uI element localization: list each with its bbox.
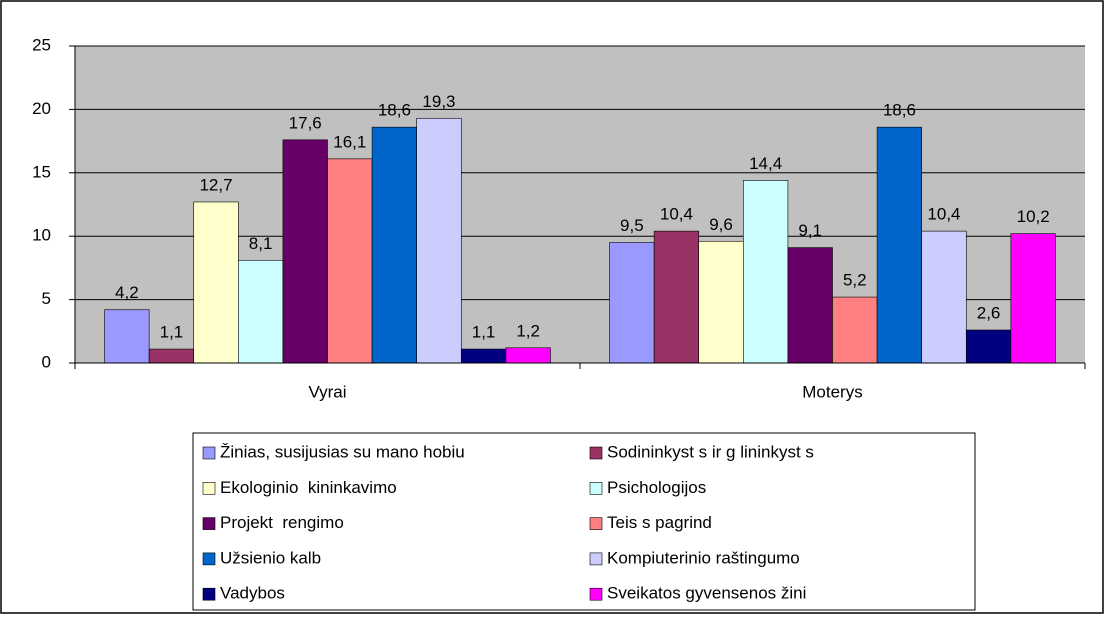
x-tick-label: Moterys xyxy=(802,382,862,401)
y-tick-label: 15 xyxy=(32,162,51,181)
value-label: 10,4 xyxy=(660,205,693,224)
bar xyxy=(148,348,195,364)
legend-swatch xyxy=(202,587,216,601)
bar xyxy=(238,259,284,364)
value-label: 14,4 xyxy=(749,154,782,173)
legend-swatch xyxy=(202,446,216,460)
value-label: 9,6 xyxy=(709,215,733,234)
legend-label: Ekologinio kininkavimo xyxy=(220,478,397,497)
bar xyxy=(653,230,700,364)
value-label: 18,6 xyxy=(378,101,411,120)
legend-label: Vadybos xyxy=(220,584,285,603)
legend-swatch xyxy=(202,552,216,566)
bar xyxy=(609,242,655,364)
legend-swatch xyxy=(202,517,216,530)
bar xyxy=(787,247,833,364)
bar xyxy=(193,201,239,364)
x-tick-label: Vyrai xyxy=(308,382,346,401)
y-tick-label: 20 xyxy=(32,99,51,118)
bar xyxy=(505,347,551,364)
bar xyxy=(698,240,744,364)
value-label: 17,6 xyxy=(289,113,322,132)
bar xyxy=(965,329,1012,364)
value-label: 1,2 xyxy=(516,321,540,340)
value-label: 9,5 xyxy=(620,216,644,235)
bar xyxy=(832,296,878,364)
y-tick-label: 10 xyxy=(32,226,51,245)
legend-label: Užsienio kalb xyxy=(220,548,321,567)
legend-label: Teis s pagrind xyxy=(607,513,712,532)
bar xyxy=(743,180,789,364)
value-label: 9,1 xyxy=(798,221,822,240)
legend-label: Žinias, susijusias su mano hobiu xyxy=(220,442,465,461)
value-label: 10,2 xyxy=(1017,207,1050,226)
bar xyxy=(327,158,373,364)
bar xyxy=(371,126,417,364)
value-label: 1,1 xyxy=(160,323,184,342)
legend-label: Psichologijos xyxy=(607,478,706,497)
value-label: 5,2 xyxy=(843,271,867,290)
legend-label: Kompiuterinio raštingumo xyxy=(607,548,800,567)
value-label: 2,6 xyxy=(977,304,1001,323)
bar xyxy=(282,139,328,364)
bar xyxy=(1010,233,1056,364)
value-label: 12,7 xyxy=(199,175,232,194)
value-label: 8,1 xyxy=(249,234,273,253)
legend-box xyxy=(192,432,976,611)
value-label: 19,3 xyxy=(422,92,455,111)
bar xyxy=(416,117,462,364)
legend-label: Sodininkyst s ir g lininkyst s xyxy=(607,442,814,461)
value-label: 1,1 xyxy=(472,323,496,342)
bar xyxy=(460,348,507,364)
value-label: 18,6 xyxy=(883,101,916,120)
legend-swatch xyxy=(589,517,603,530)
legend-swatch xyxy=(589,446,603,460)
bar xyxy=(104,309,150,364)
legend-swatch xyxy=(589,481,603,495)
value-label: 10,4 xyxy=(927,205,960,224)
legend-swatch xyxy=(589,587,603,601)
legend-swatch xyxy=(589,552,603,566)
bar xyxy=(876,126,922,364)
y-tick-label: 0 xyxy=(42,352,51,371)
legend-label: Sveikatos gyvensenos žini xyxy=(607,584,806,603)
y-tick-label: 5 xyxy=(42,289,51,308)
legend-label: Projekt rengimo xyxy=(220,513,344,532)
y-tick-label: 25 xyxy=(32,35,51,54)
value-label: 16,1 xyxy=(333,132,366,151)
bar xyxy=(921,230,967,364)
legend-swatch xyxy=(202,481,216,495)
value-label: 4,2 xyxy=(115,283,139,302)
